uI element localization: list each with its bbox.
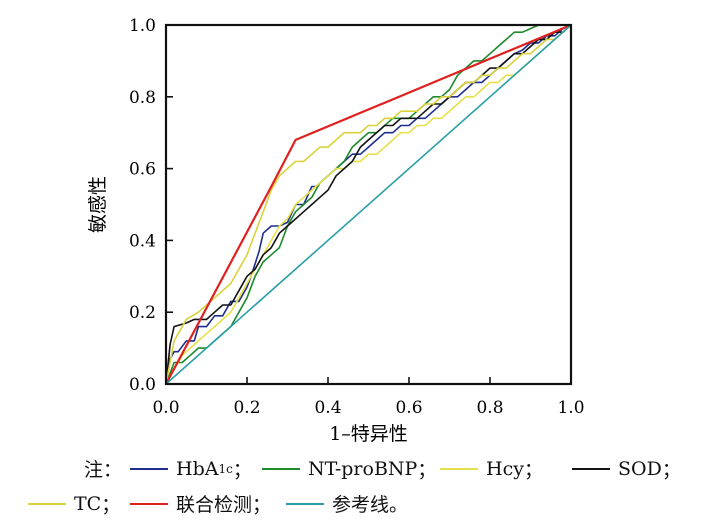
y-tick-label: 0.6 [129,160,156,180]
x-tick-label: 0.0 [152,398,179,418]
series-line-hcy [165,24,572,385]
legend-swatch [130,502,168,505]
legend-label: HbA [176,457,219,480]
legend-swatch [440,467,478,470]
legend-separator: ； [661,459,681,481]
legend-separator: ； [101,494,121,516]
plot-frame [164,23,573,386]
legend-label: SOD [618,457,662,480]
series-layer [165,23,572,385]
legend-item-reference: 参考线。 [286,490,408,517]
legend-label: 联合检测 [176,494,253,516]
ticks-layer: 0.0 0.2 0.4 0.6 0.8 1.0 0.0 0.2 0.4 0.6 0.8 1.0 [129,16,585,418]
x-axis-label: 1–特异性 [329,423,408,445]
y-tick-label: 0.8 [129,88,156,108]
legend-item-tc: TC； [28,490,120,517]
legend-separator: ； [232,459,252,481]
legend-separator: 。 [389,494,409,516]
x-tick-label: 1.0 [557,398,584,418]
x-tick-label: 0.2 [233,398,260,418]
legend-item-sod: SOD； [572,455,681,482]
legend-label: 参考线 [332,494,390,516]
legend-label: TC [74,492,102,515]
legend-separator: ； [417,459,437,481]
legend-swatch [28,502,66,505]
y-axis-label: 敏感性 [87,176,109,233]
y-tick-label: 0.2 [129,303,156,323]
y-tick-label: 0.0 [129,375,156,395]
legend-item-hba1c: HbA 1c； [130,455,252,482]
legend-note-text: 注： [84,459,123,481]
x-tick-label: 0.4 [314,398,341,418]
series-line-sod [165,24,572,385]
legend-label: NT-proBNP [308,457,418,480]
x-tick-label: 0.8 [476,398,503,418]
y-tick-label: 0.4 [129,231,156,251]
legend-separator: ； [523,459,543,481]
legend-swatch [572,467,610,470]
legend-separator: ； [252,494,272,516]
legend-swatch [262,467,300,470]
series-line-combined [165,23,572,385]
legend-label: Hcy [486,457,524,480]
legend-item-hcy: Hcy； [440,455,543,482]
series-line-ntprobnp [165,24,571,385]
y-tick-label: 1.0 [129,16,156,36]
legend-swatch [286,502,324,505]
x-tick-label: 0.6 [395,398,422,418]
series-line-reference [165,24,572,385]
legend-label-subscript: 1c [218,461,233,476]
legend-swatch [130,467,168,470]
legend-note: 注： [84,455,122,482]
series-line-tc [165,24,572,385]
legend-item-ntprobnp: NT-proBNP； [262,455,436,482]
legend-item-combined: 联合检测； [130,490,271,517]
